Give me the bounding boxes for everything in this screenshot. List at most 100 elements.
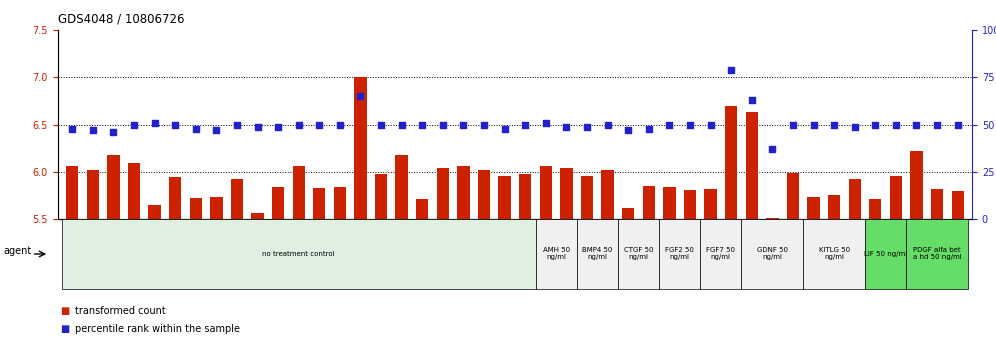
Point	[723, 67, 739, 73]
Point	[414, 122, 430, 127]
Bar	[436, 169, 449, 219]
Bar	[498, 176, 511, 219]
Point	[270, 124, 286, 130]
Bar	[910, 151, 922, 219]
Bar	[457, 166, 470, 219]
Point	[497, 126, 513, 131]
Bar	[87, 170, 99, 219]
Text: CTGF 50
ng/ml: CTGF 50 ng/ml	[623, 247, 653, 261]
Bar	[766, 218, 779, 219]
Point	[64, 126, 80, 131]
Bar	[889, 176, 902, 219]
Point	[332, 122, 348, 127]
Point	[291, 122, 307, 127]
FancyBboxPatch shape	[803, 219, 865, 289]
Bar	[951, 191, 964, 219]
Bar	[581, 176, 594, 219]
Text: FGF2 50
ng/ml: FGF2 50 ng/ml	[665, 247, 694, 261]
Bar	[231, 179, 243, 219]
Bar	[519, 174, 532, 219]
FancyBboxPatch shape	[700, 219, 741, 289]
Bar	[108, 155, 120, 219]
Bar	[416, 199, 428, 219]
Text: agent: agent	[3, 246, 31, 256]
Bar	[293, 166, 305, 219]
FancyBboxPatch shape	[577, 219, 618, 289]
Point	[208, 128, 224, 133]
Point	[167, 122, 183, 127]
Text: KITLG 50
ng/ml: KITLG 50 ng/ml	[819, 247, 850, 261]
Bar	[684, 190, 696, 219]
Point	[353, 93, 369, 99]
Point	[702, 122, 718, 127]
FancyBboxPatch shape	[741, 219, 803, 289]
FancyBboxPatch shape	[865, 219, 906, 289]
Point	[229, 122, 245, 127]
FancyBboxPatch shape	[618, 219, 659, 289]
Point	[826, 122, 842, 127]
Point	[517, 122, 533, 127]
FancyBboxPatch shape	[536, 219, 577, 289]
Bar	[787, 173, 799, 219]
Bar	[395, 155, 407, 219]
Bar	[746, 112, 758, 219]
Point	[312, 122, 328, 127]
Text: FGF7 50
ng/ml: FGF7 50 ng/ml	[706, 247, 735, 261]
Bar	[210, 197, 222, 219]
Bar	[602, 170, 614, 219]
Point	[85, 128, 101, 133]
Bar	[66, 166, 79, 219]
FancyBboxPatch shape	[659, 219, 700, 289]
Point	[106, 130, 122, 135]
Point	[374, 122, 389, 127]
Bar	[334, 187, 346, 219]
Point	[393, 122, 409, 127]
Point	[250, 124, 266, 130]
Text: BMP4 50
ng/ml: BMP4 50 ng/ml	[582, 247, 613, 261]
Bar	[355, 78, 367, 219]
Point	[764, 147, 780, 152]
Bar	[478, 170, 490, 219]
Bar	[374, 174, 387, 219]
FancyBboxPatch shape	[62, 219, 536, 289]
Bar	[313, 188, 326, 219]
Point	[455, 122, 471, 127]
Point	[435, 122, 451, 127]
Point	[661, 122, 677, 127]
Point	[929, 122, 945, 127]
Bar	[870, 199, 881, 219]
Bar	[663, 187, 675, 219]
Text: transformed count: transformed count	[75, 306, 165, 316]
Text: no treatment control: no treatment control	[262, 251, 335, 257]
Point	[579, 124, 595, 130]
Point	[640, 126, 656, 131]
Bar	[540, 166, 552, 219]
Point	[476, 122, 492, 127]
Text: GDNF 50
ng/ml: GDNF 50 ng/ml	[757, 247, 788, 261]
Point	[806, 122, 822, 127]
Point	[621, 128, 636, 133]
Bar	[808, 197, 820, 219]
Bar	[642, 186, 655, 219]
Bar	[148, 205, 160, 219]
Point	[126, 122, 142, 127]
Point	[847, 124, 863, 130]
Bar	[931, 189, 943, 219]
Text: ■: ■	[60, 306, 69, 316]
Point	[188, 126, 204, 131]
Bar	[251, 213, 264, 219]
Point	[600, 122, 616, 127]
Text: LIF 50 ng/ml: LIF 50 ng/ml	[864, 251, 907, 257]
Point	[888, 122, 904, 127]
Bar	[127, 163, 140, 219]
Text: GDS4048 / 10806726: GDS4048 / 10806726	[58, 12, 184, 25]
Bar	[704, 189, 717, 219]
Point	[682, 122, 698, 127]
Bar	[272, 187, 284, 219]
Text: PDGF alfa bet
a hd 50 ng/ml: PDGF alfa bet a hd 50 ng/ml	[912, 247, 961, 261]
Bar	[560, 169, 573, 219]
Point	[559, 124, 575, 130]
Bar	[622, 208, 634, 219]
Text: percentile rank within the sample: percentile rank within the sample	[75, 324, 240, 334]
Point	[785, 122, 801, 127]
